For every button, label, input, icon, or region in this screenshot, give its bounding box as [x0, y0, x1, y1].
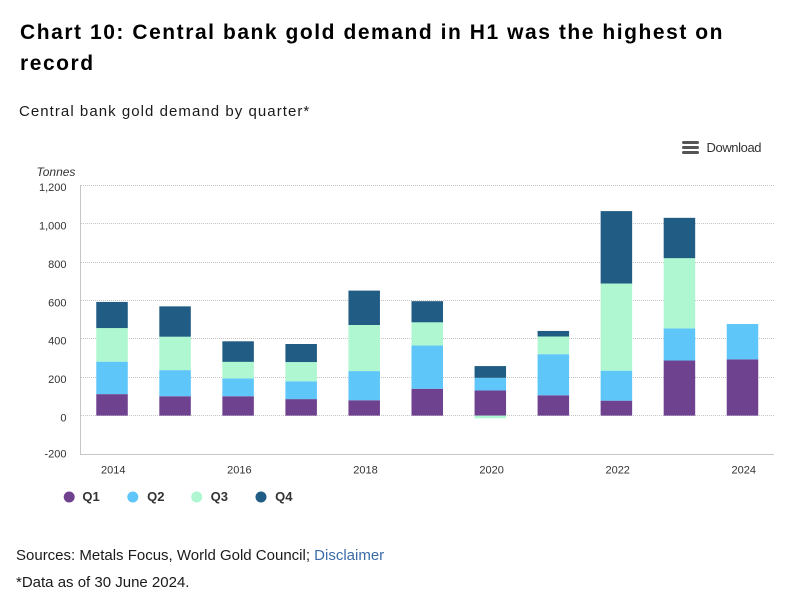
svg-text:Q4: Q4 [275, 489, 293, 504]
svg-text:2022: 2022 [605, 464, 629, 476]
svg-text:Tonnes: Tonnes [37, 165, 76, 179]
svg-text:-200: -200 [44, 448, 66, 460]
svg-text:800: 800 [48, 259, 66, 271]
svg-text:2024: 2024 [732, 464, 756, 476]
svg-text:400: 400 [48, 336, 66, 348]
svg-text:Q3: Q3 [211, 489, 228, 504]
svg-text:Q1: Q1 [82, 489, 99, 504]
svg-text:1,000: 1,000 [39, 221, 67, 233]
svg-text:600: 600 [48, 297, 66, 309]
svg-text:200: 200 [48, 374, 66, 386]
svg-text:2016: 2016 [227, 464, 251, 476]
svg-text:0: 0 [60, 413, 66, 425]
svg-text:1,200: 1,200 [39, 182, 67, 194]
svg-text:2020: 2020 [479, 464, 503, 476]
svg-text:2018: 2018 [353, 464, 377, 476]
svg-text:2014: 2014 [101, 464, 125, 476]
svg-text:Q2: Q2 [147, 489, 164, 504]
